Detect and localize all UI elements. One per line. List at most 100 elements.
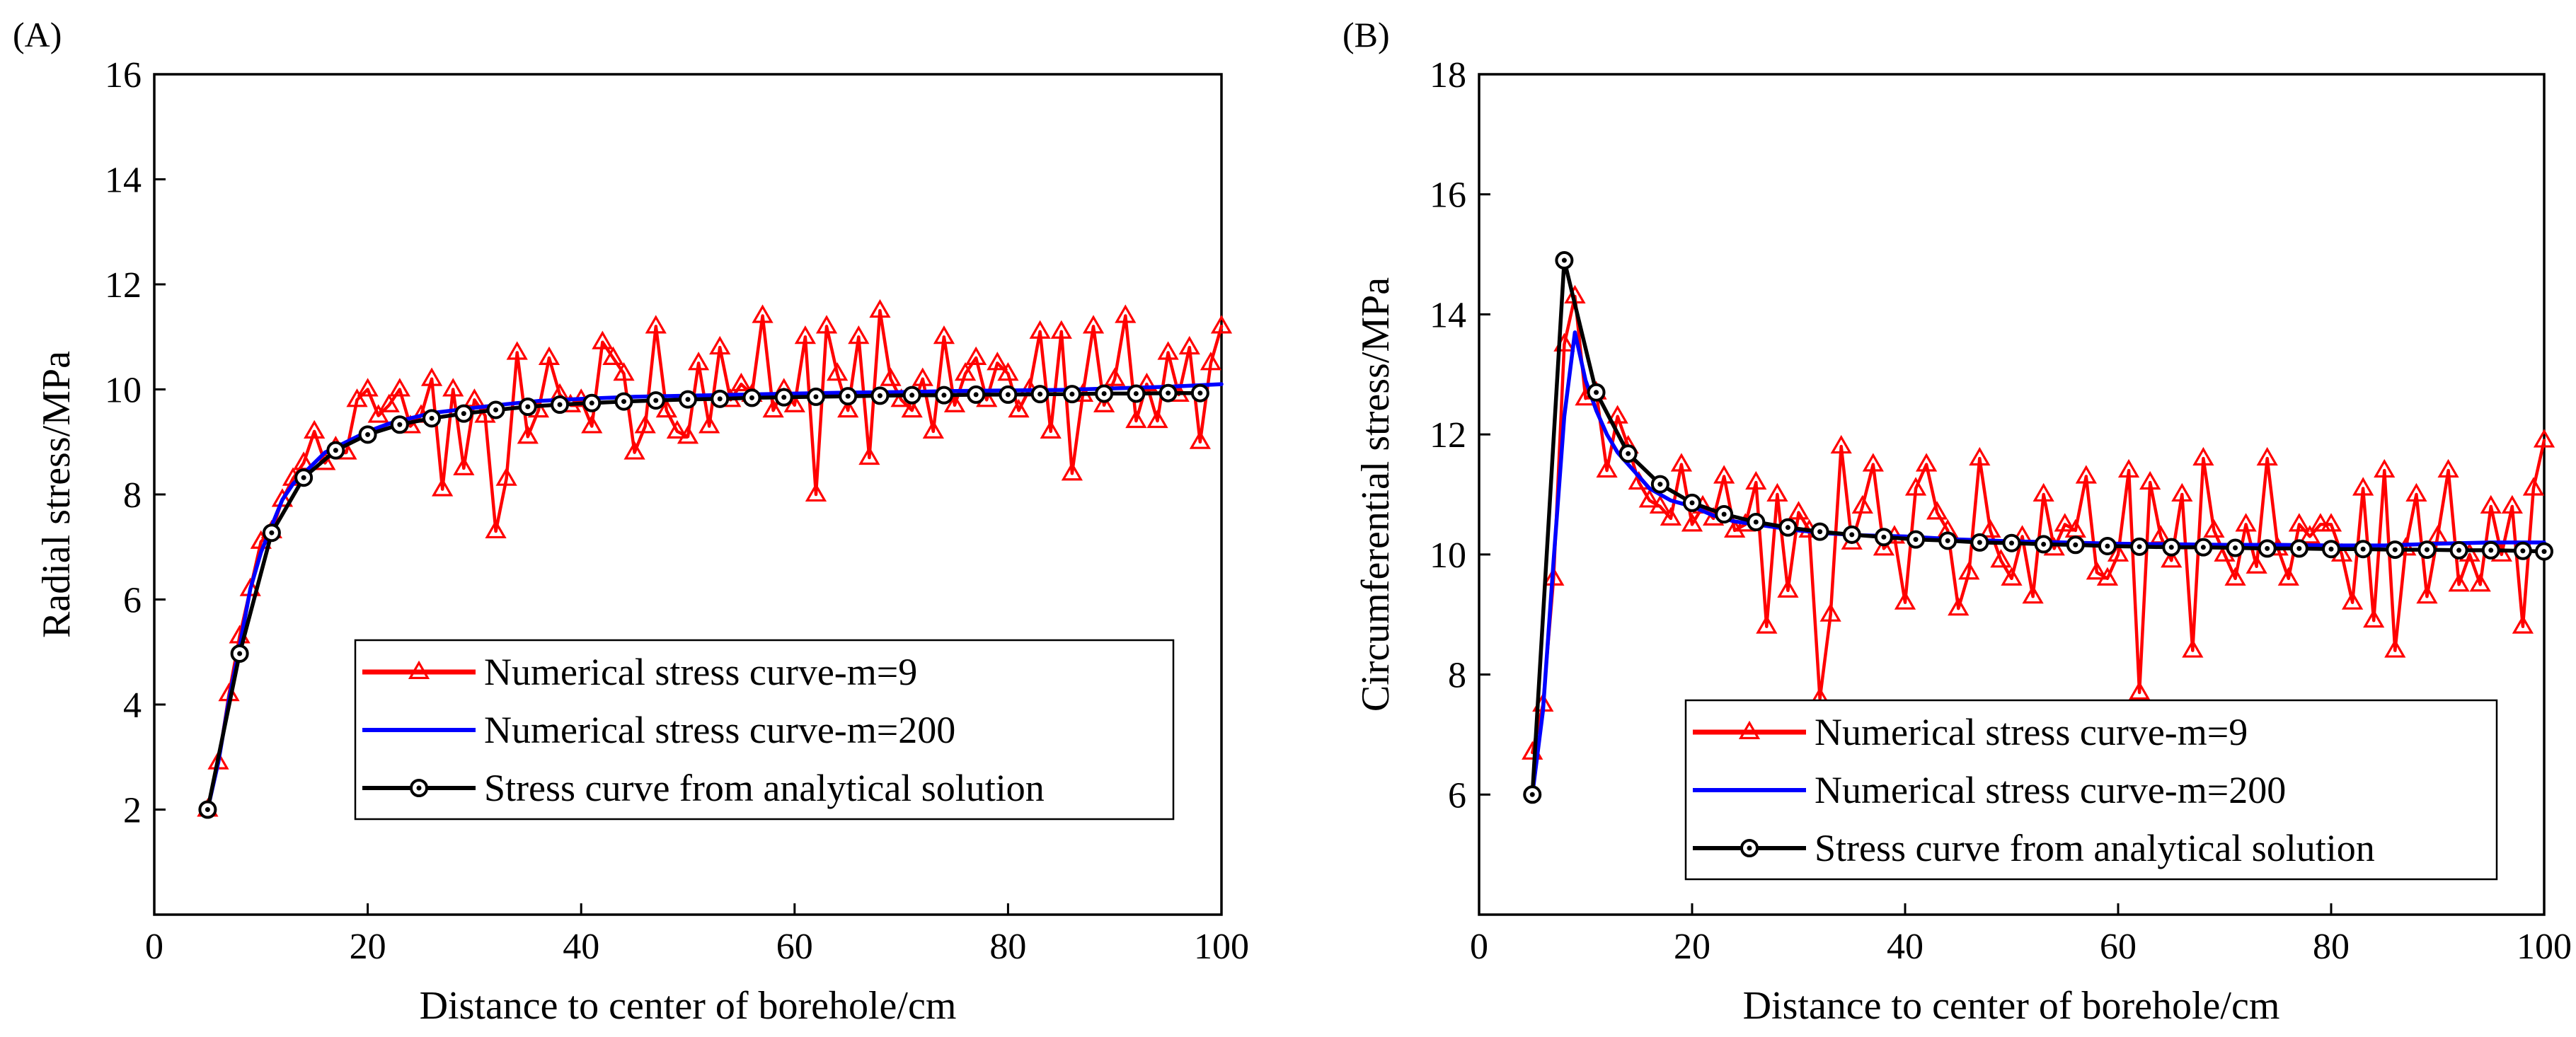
panel-a-series-m9-point-57	[805, 482, 827, 502]
panel-b-series-analytical-point-21	[2194, 538, 2213, 557]
panel-a-series-m9-point-79	[1040, 419, 1062, 439]
panel-a-series-m9-point-80	[1050, 320, 1072, 339]
panel-a-legend-m9-label: Numerical stress curve-m=9	[484, 651, 917, 693]
panel-a-ticks: 0 20 40 60 80 100 2 4 6 8 10 12 14 16	[105, 55, 1249, 967]
panel-b-legend-m200-label: Numerical stress curve-m=200	[1815, 769, 2286, 811]
panel-a-series-m9-point-62	[858, 446, 880, 465]
panel-b-series-m9-point-52	[2075, 465, 2097, 484]
panel-a-x-tick-label-4: 80	[989, 927, 1026, 967]
panel-a-series-m9-point-78	[1029, 320, 1051, 339]
panel-b-series-m9-point-73	[2299, 525, 2321, 544]
panel-b-series-m9-point-8	[1606, 405, 1628, 424]
panel-b-x-tick-label-0: 0	[1470, 927, 1488, 967]
panel-b-series-m9-point-36	[1904, 477, 1927, 496]
panel-b-series-analytical-point-1	[1555, 251, 1574, 270]
panel-a-y-tick-label-6: 14	[105, 161, 142, 201]
panel-a-series-analytical-point-30	[1158, 383, 1178, 402]
panel-b-series-m9-point-29	[1830, 434, 1852, 454]
panel-b-series-m9-point-57	[2128, 680, 2151, 700]
panel-a-series-m9-point-61	[848, 325, 870, 344]
panel-a-series-m9-point-37	[592, 330, 614, 349]
panel-b-series-m9-point-71	[2277, 567, 2299, 586]
panel-b-series-analytical-point-27	[2386, 540, 2405, 560]
panel-b-series-m9-point-18	[1713, 465, 1735, 484]
panel-b-series-m9-point-60	[2161, 549, 2183, 568]
panel-b-y-axis-label: Circumferential stress/MPa	[1354, 277, 1398, 712]
panel-b-y-tick-label-6: 18	[1430, 55, 1466, 95]
panel-a-series-analytical-point-9	[486, 400, 505, 419]
panel-a-series-m9-point-10	[304, 419, 326, 439]
panel-a-series-m9-point-84	[1093, 393, 1115, 412]
panel-b-series-m9-point-54	[2096, 567, 2119, 586]
panel-b-series-m9-point-79	[2363, 608, 2385, 628]
panel-b-series-m9-point-68	[2246, 555, 2267, 574]
panel-a-series-m9-point-95	[1210, 315, 1233, 334]
panel-b-series-analytical-point-6	[1715, 505, 1734, 524]
panel-a-series-analytical-point-27	[1062, 385, 1081, 404]
panel-a-series-m9-point-74	[987, 352, 1008, 371]
panel-a-series-m9-point-16	[367, 404, 389, 423]
panel-a-series-m9-point-89	[1146, 409, 1168, 429]
panel-a-series-m9-point-52	[752, 304, 774, 323]
panel-a-series-m9-point-58	[815, 315, 838, 334]
panel-b-series-analytical-point-3	[1618, 444, 1638, 463]
panel-a-legend-box	[354, 639, 1175, 821]
panel-a-series-m9-point-39	[613, 362, 635, 381]
panel-b-series-m9-point-83	[2405, 482, 2427, 502]
panel-a-series-m9-point-43	[655, 398, 677, 418]
panel-a-series-analytical-point-2	[262, 523, 281, 543]
panel-a-series-analytical-point-25	[999, 385, 1018, 404]
panel-b-series-m9-point-47	[2022, 585, 2044, 604]
panel-a-x-tick-label-1: 20	[350, 927, 386, 967]
panel-b-series-analytical-point-31	[2513, 541, 2532, 560]
panel-a-series-m9-point-90	[1157, 341, 1179, 360]
panel-b-series-m9-point-41	[1958, 561, 1980, 580]
panel-a-series-analytical-point-23	[934, 386, 953, 405]
panel-b-y-tick-label-5: 16	[1430, 175, 1466, 216]
panel-a-series-m9-point-66	[901, 398, 923, 418]
panel-b-series-analytical-point-23	[2258, 539, 2277, 558]
panel-a-series-analytical-point-22	[902, 386, 921, 405]
panel-a-series-m9-point-72	[965, 346, 987, 366]
panel-b-series-m9-point-84	[2416, 585, 2438, 604]
panel-b-series-analytical-point-5	[1683, 493, 1701, 512]
panel-a-series-m9-point-7	[271, 488, 294, 507]
panel-b-series-m9-point-66	[2224, 567, 2246, 586]
panel-a-series-analytical-point-4	[326, 441, 345, 460]
panel-b-series-analytical-point-32	[2535, 542, 2553, 561]
panel-a-series-analytical-point-0	[198, 800, 217, 819]
panel-b-series-m9-point-24	[1777, 579, 1799, 598]
panel-b-legend-m9-label: Numerical stress curve-m=9	[1815, 711, 2248, 753]
panel-b-series-m9-point-31	[1851, 494, 1873, 514]
panel-a-series-m9-point-64	[880, 367, 902, 386]
panel-b-series-m9-point-37	[1915, 453, 1938, 472]
panel-b-series-m9-point-33	[1873, 537, 1895, 556]
panel-a-series	[197, 299, 1233, 819]
panel-a-series-analytical-point-16	[711, 389, 730, 408]
panel-b-series-analytical-point-24	[2289, 539, 2308, 558]
panel-b-series-m9-point-23	[1766, 482, 1788, 502]
panel-b-series-m9-point-7	[1596, 458, 1618, 478]
panel-a-series-m9-point-28	[495, 467, 517, 486]
panel-b-series-m9-point-94	[2522, 477, 2545, 496]
panel-b-series-analytical-point-8	[1778, 518, 1798, 537]
panel-a-series-analytical-point-12	[582, 393, 602, 412]
panel-a-series-analytical-point-24	[967, 385, 986, 404]
panel-b-series-m9-point-67	[2235, 513, 2257, 532]
panel-a-series-analytical-point-29	[1127, 384, 1146, 403]
panel-a-series-analytical-point-1	[230, 644, 249, 663]
panel-b-series-analytical-point-16	[2034, 535, 2053, 554]
panel-b-series-m9-point-69	[2256, 446, 2278, 466]
panel-b-series-analytical-point-25	[2322, 540, 2340, 559]
panel-b-series-m9-point-61	[2171, 482, 2193, 502]
panel-a-series-m9-point-93	[1189, 430, 1211, 449]
panel-a-series-m9-point-71	[954, 362, 977, 381]
panel-b-series-m9-point-28	[1819, 603, 1841, 622]
panel-b-series-m9-point-45	[2001, 567, 2023, 586]
panel-b-legend-analytical-label: Stress curve from analytical solution	[1815, 827, 2375, 869]
panel-a-series-analytical-point-7	[422, 409, 442, 428]
panel-a-series-analytical-point-14	[646, 391, 665, 410]
panel-b-series-m9-point-90	[2480, 494, 2502, 514]
panel-b-legend-analytical-marker	[1740, 839, 1759, 857]
panel-b-series-analytical-point-29	[2449, 540, 2468, 560]
